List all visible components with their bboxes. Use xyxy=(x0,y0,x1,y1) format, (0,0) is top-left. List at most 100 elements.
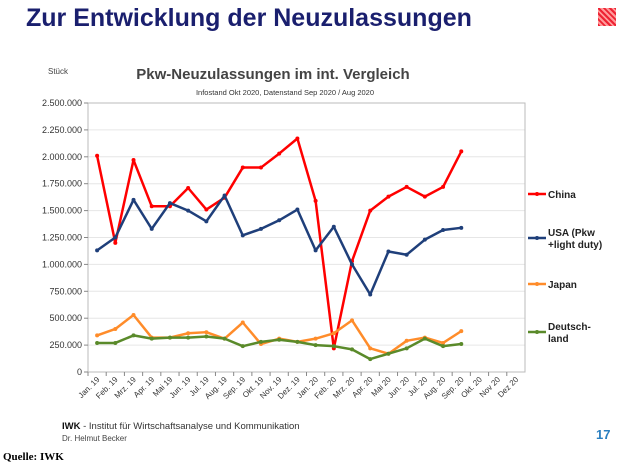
legend-marker xyxy=(535,236,539,240)
data-point xyxy=(313,336,318,341)
x-tick-label: Dez 20 xyxy=(496,375,521,400)
data-point xyxy=(331,224,336,229)
data-point xyxy=(204,334,209,339)
data-point xyxy=(313,343,318,348)
data-point xyxy=(422,194,427,199)
y-tick-label: 0 xyxy=(77,367,82,377)
y-tick-label: 1.500.000 xyxy=(42,206,82,216)
data-point xyxy=(204,207,209,212)
x-tick-label: Jun. 20 xyxy=(386,375,411,400)
x-tick-label: Apr. 19 xyxy=(132,375,157,400)
axes: 0 250.000 500.000 750.000 1.000.000 1.250.000… xyxy=(42,98,521,401)
data-point xyxy=(404,338,409,343)
data-point xyxy=(186,331,191,336)
data-point xyxy=(240,344,245,349)
y-tick-label: 250.000 xyxy=(49,340,82,350)
data-point xyxy=(240,233,245,238)
data-point xyxy=(149,204,154,209)
series-china xyxy=(95,136,464,351)
data-point xyxy=(313,198,318,203)
y-tick-label: 500.000 xyxy=(49,313,82,323)
y-tick-label: 2.500.000 xyxy=(42,98,82,108)
legend-marker xyxy=(535,330,539,334)
data-point xyxy=(113,340,118,345)
data-point xyxy=(240,320,245,325)
data-point xyxy=(95,333,100,338)
series-group xyxy=(95,136,464,362)
series-line xyxy=(95,137,463,350)
data-point xyxy=(222,193,227,198)
slide-title: Zur Entwicklung der Neuzulassungen xyxy=(26,4,472,32)
x-tick-label: Jun. 19 xyxy=(168,375,193,400)
data-point xyxy=(350,347,355,352)
iwk-logo xyxy=(598,8,616,26)
y-axis-label: Stück xyxy=(48,67,69,76)
data-point xyxy=(222,336,227,341)
data-point xyxy=(277,151,282,156)
y-tick-label: 2.000.000 xyxy=(42,152,82,162)
data-point xyxy=(95,248,100,253)
data-point xyxy=(368,346,373,351)
data-point xyxy=(113,240,118,245)
data-point xyxy=(295,207,300,212)
data-point xyxy=(386,351,391,356)
legend-marker xyxy=(535,282,539,286)
data-point xyxy=(186,186,191,191)
legend-label: China xyxy=(548,190,576,201)
data-point xyxy=(459,342,464,347)
source-note: Quelle: IWK xyxy=(3,451,64,463)
data-point xyxy=(258,226,263,231)
data-point xyxy=(422,237,427,242)
legend-label: Deutsch- xyxy=(548,322,591,333)
data-point xyxy=(313,248,318,253)
data-point xyxy=(441,227,446,232)
data-point xyxy=(277,337,282,342)
data-point xyxy=(404,184,409,189)
data-point xyxy=(441,340,446,345)
data-point xyxy=(95,153,100,158)
chart-subtitle: Infostand Okt 2020, Datenstand Sep 2020 … xyxy=(196,88,374,97)
data-point xyxy=(186,335,191,340)
series-deutschland xyxy=(95,333,464,362)
data-point xyxy=(113,235,118,240)
data-point xyxy=(441,344,446,349)
data-point xyxy=(404,252,409,257)
x-tick-label: Apr. 20 xyxy=(350,375,375,400)
data-point xyxy=(167,201,172,206)
data-point xyxy=(113,326,118,331)
data-point xyxy=(368,292,373,297)
legend-label: USA (Pkw xyxy=(548,228,595,239)
legend-marker xyxy=(535,192,539,196)
y-tick-label: 750.000 xyxy=(49,286,82,296)
data-point xyxy=(441,184,446,189)
y-tick-label: 1.000.000 xyxy=(42,259,82,269)
footer-author: Dr. Helmut Becker xyxy=(62,434,127,443)
y-tick-label: 2.250.000 xyxy=(42,125,82,135)
data-point xyxy=(422,336,427,341)
data-point xyxy=(386,249,391,254)
legend-label: land xyxy=(548,334,569,345)
data-point xyxy=(240,165,245,170)
data-point xyxy=(368,357,373,362)
footer-org: IWK - Institut für Wirtschaftsanalyse un… xyxy=(62,421,300,432)
data-point xyxy=(149,336,154,341)
data-point xyxy=(368,208,373,213)
data-point xyxy=(204,330,209,335)
data-point xyxy=(131,197,136,202)
footer-org-long: - Institut für Wirtschaftsanalyse und Ko… xyxy=(80,421,300,432)
data-point xyxy=(204,219,209,224)
data-point xyxy=(167,335,172,340)
data-point xyxy=(95,340,100,345)
data-point xyxy=(258,339,263,344)
data-point xyxy=(295,339,300,344)
data-point xyxy=(277,218,282,223)
footer-org-short: IWK xyxy=(62,421,81,432)
data-point xyxy=(186,208,191,213)
page-number: 17 xyxy=(596,427,611,442)
data-point xyxy=(459,149,464,154)
data-point xyxy=(459,225,464,230)
legend-label: +light duty) xyxy=(548,240,602,251)
data-point xyxy=(131,333,136,338)
data-point xyxy=(331,344,336,349)
